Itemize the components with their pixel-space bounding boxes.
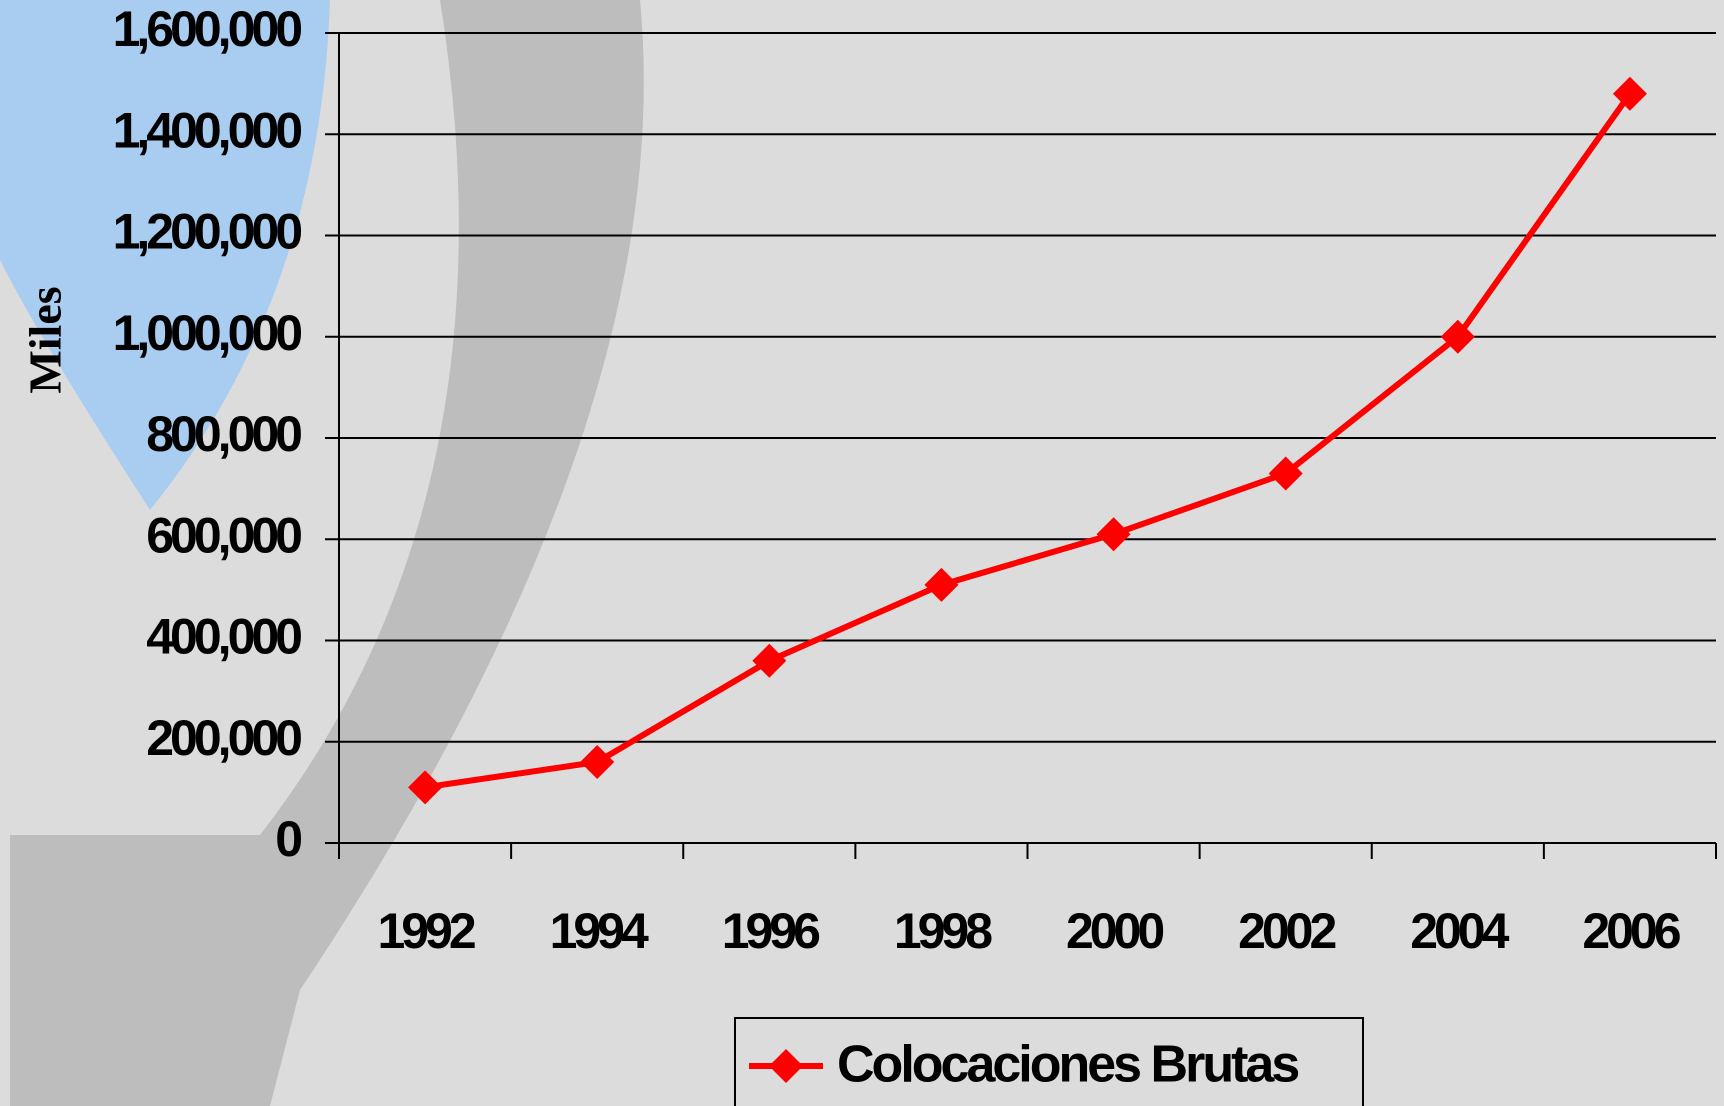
x-tick-label: 1992 [377, 903, 474, 959]
y-tick-label: 200,000 [146, 710, 301, 766]
background-shape [0, 0, 330, 510]
y-tick-label: 1,200,000 [113, 204, 302, 260]
y-tick-label: 1,400,000 [113, 102, 302, 158]
data-point [1268, 456, 1303, 491]
legend-marker [769, 1049, 803, 1083]
legend-label: Colocaciones Brutas [837, 1036, 1298, 1094]
x-tick-label: 2006 [1582, 903, 1679, 959]
y-tick-label: 800,000 [146, 406, 301, 462]
x-tick-label: 1998 [894, 903, 992, 959]
data-point [1096, 517, 1131, 552]
data-point [580, 745, 615, 779]
background-shape [10, 0, 644, 1106]
y-axis-label: Miles [20, 286, 71, 393]
data-line [424, 92, 1633, 791]
data-point [924, 567, 959, 602]
y-tick-label: 400,000 [146, 609, 301, 665]
y-tick-label: 1,000,000 [113, 305, 302, 361]
y-tick-label: 600,000 [146, 507, 301, 563]
x-tick-label: 1994 [550, 903, 649, 959]
data-point [408, 770, 443, 805]
legend-box [734, 1017, 1364, 1106]
data-point [1440, 319, 1475, 354]
x-tick-label: 2002 [1238, 903, 1335, 959]
data-point [752, 643, 787, 678]
x-tick-label: 2000 [1066, 903, 1163, 959]
y-tick-label: 1,600,000 [113, 1, 302, 57]
y-tick-label: 0 [275, 811, 301, 867]
data-point [1612, 76, 1647, 111]
x-tick-label: 2004 [1410, 903, 1509, 959]
x-tick-label: 1996 [722, 903, 819, 959]
